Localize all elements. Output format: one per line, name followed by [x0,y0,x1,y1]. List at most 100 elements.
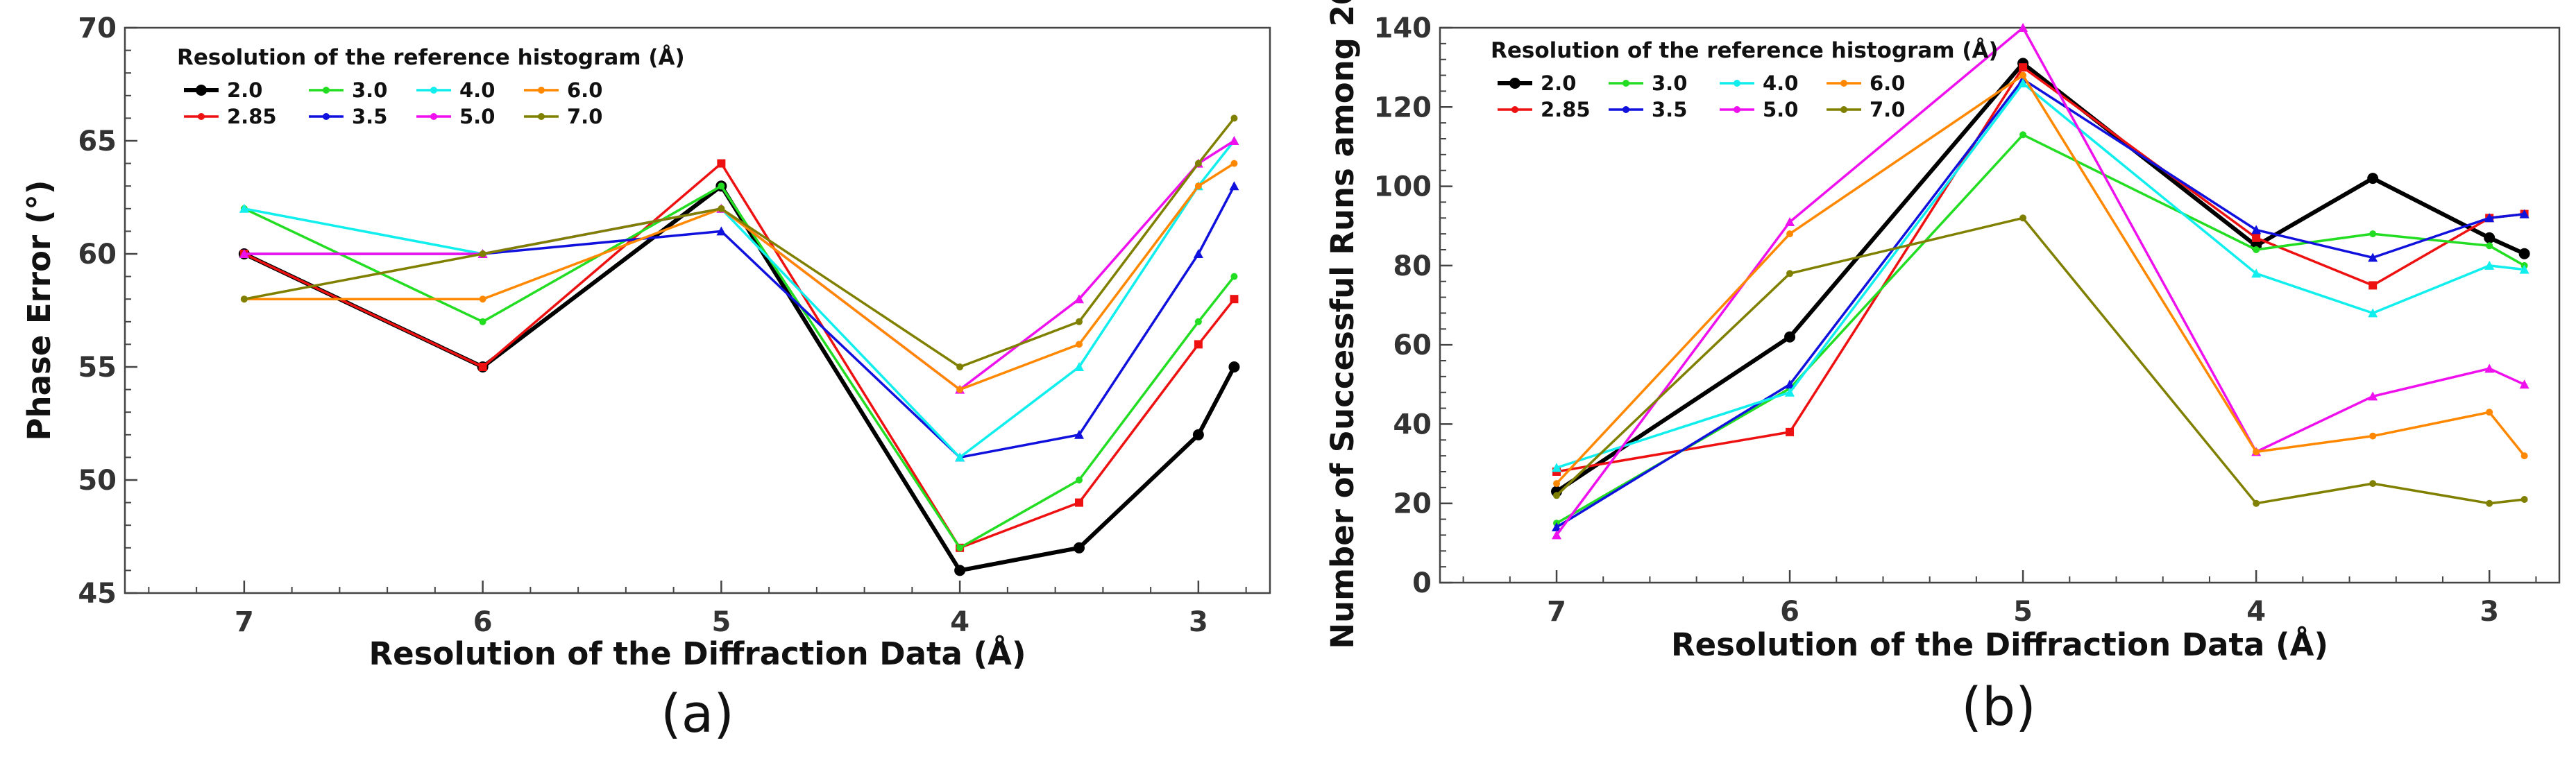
series-2-0 [1551,58,2530,497]
legend-swatch-marker [538,87,545,94]
series-5-0 [239,136,1239,394]
legend-item-5-0: 5.0 [1720,98,1798,121]
y-tick-label: 70 [78,12,117,44]
data-point [1785,387,1795,397]
series-2-0 [238,180,1240,576]
data-point [2369,432,2377,440]
y-axis-label: Phase Error (°) [21,180,58,441]
data-point [1194,182,1202,190]
data-point [2367,173,2379,185]
y-tick-label: 50 [78,465,117,497]
y-tick-label: 20 [1393,488,1432,520]
legend-label: 2.85 [1541,98,1591,121]
x-tick-label: 4 [950,606,969,638]
data-point [2019,214,2027,222]
legend-swatch-marker [323,87,330,94]
legend: Resolution of the reference histogram (Å… [177,44,685,128]
series-line [244,139,1235,391]
y-tick-label: 140 [1374,12,1432,44]
data-point [1229,181,1239,191]
legend-title: Resolution of the reference histogram (Å… [1491,37,1999,63]
legend-label: 5.0 [1763,98,1798,121]
legend-item-4-0: 4.0 [1720,71,1798,95]
legend-swatch-marker [1734,106,1740,113]
data-point [2018,23,2028,32]
series-6-0 [1553,71,2528,488]
data-point [2369,281,2378,290]
legend-swatch-marker [1511,106,1518,113]
series-2-85 [1552,63,2529,476]
data-point [479,295,486,303]
data-point [1785,379,1795,389]
data-point [1230,160,1238,167]
legend-swatch-marker [1622,80,1629,87]
data-point [718,182,725,190]
y-tick-label: 40 [1393,409,1432,440]
legend-item-3-0: 3.0 [1609,71,1687,95]
data-point [2369,230,2377,238]
y-tick-label: 100 [1374,171,1432,203]
data-point [2520,496,2528,503]
data-point [2019,131,2027,139]
data-point [2019,63,2028,72]
data-point [2019,71,2027,79]
data-point [1784,331,1796,343]
data-point [2368,252,2378,262]
data-point [1193,249,1203,258]
legend-item-5-0: 5.0 [416,105,495,128]
data-point [1552,530,1562,540]
x-tick-label: 7 [235,606,254,638]
legend-item-3-5: 3.5 [1609,98,1687,121]
legend-swatch-marker [1734,80,1740,87]
data-point [956,363,964,370]
data-point [1552,522,1562,531]
legend-item-2-85: 2.85 [1498,98,1591,121]
legend-title: Resolution of the reference histogram (Å… [177,44,685,70]
data-point [2486,409,2493,416]
data-point [1230,295,1239,304]
data-point [2484,260,2495,270]
legend-swatch-marker [196,85,207,96]
legend-label: 2.85 [227,105,277,128]
series-line [244,117,1235,368]
data-point [955,452,965,462]
data-point [479,318,486,325]
x-tick-label: 3 [2480,596,2499,628]
legend-label: 3.0 [352,78,387,102]
legend-label: 3.0 [1652,71,1687,95]
data-point [1192,429,1204,440]
data-point [716,226,727,236]
data-point [240,295,248,303]
data-point [2251,225,2262,234]
legend-swatch-marker [538,113,545,120]
series-4-0 [1552,78,2530,472]
legend-label: 3.5 [1652,98,1687,121]
data-point [2253,499,2260,507]
series-line [1555,74,2525,485]
data-point [478,363,487,371]
data-point [1074,362,1084,371]
data-point [717,159,726,168]
legend-label: 7.0 [1870,98,1905,121]
legend-label: 2.0 [227,78,262,102]
data-point [2520,452,2528,460]
data-point [2369,480,2377,488]
y-tick-label: 0 [1412,567,1432,599]
legend-item-2-0: 2.0 [184,78,262,102]
panel-label-a: (a) [661,683,734,744]
panel-b-successful-runs-chart: 0 20 40 60 80 100 120 140 7 6 5 4 3 Resolution of the… [1324,0,2561,737]
series-6-0 [240,160,1238,393]
y-tick-label: 55 [78,352,117,384]
data-point [1552,463,1562,472]
y-tick-label: 120 [1374,92,1432,123]
data-point [718,205,725,212]
data-point [1076,341,1083,348]
data-point [239,249,249,258]
legend-label: 7.0 [567,105,602,128]
x-axis-label: Resolution of the Diffraction Data (Å) [1671,626,2328,663]
legend-swatch-marker [323,113,330,120]
legend-item-3-0: 3.0 [309,78,387,102]
data-point [2519,379,2530,389]
data-point [1229,136,1239,145]
plot-area-frame [124,26,1271,594]
